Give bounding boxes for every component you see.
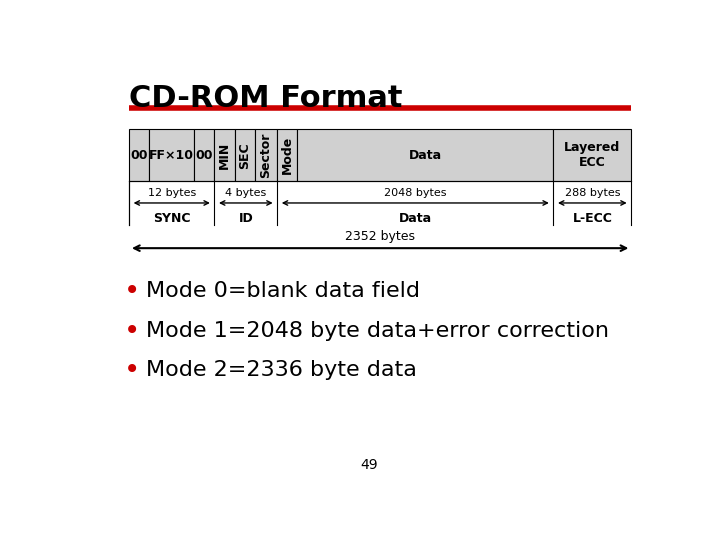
Bar bbox=[277, 129, 297, 181]
Text: Data: Data bbox=[399, 212, 432, 225]
Text: 49: 49 bbox=[360, 458, 378, 472]
Text: SEC: SEC bbox=[238, 142, 251, 168]
Text: 12 bytes: 12 bytes bbox=[148, 188, 196, 198]
Text: Layered
ECC: Layered ECC bbox=[564, 141, 621, 169]
Text: •: • bbox=[124, 356, 140, 384]
Bar bbox=[149, 129, 194, 181]
Bar bbox=[255, 129, 277, 181]
Bar bbox=[297, 129, 554, 181]
Text: Mode 0=blank data field: Mode 0=blank data field bbox=[145, 281, 420, 301]
Bar bbox=[554, 129, 631, 181]
Text: 288 bytes: 288 bytes bbox=[564, 188, 620, 198]
Text: 00: 00 bbox=[130, 148, 148, 162]
Bar bbox=[215, 129, 235, 181]
Text: Sector: Sector bbox=[259, 132, 272, 178]
Text: 4 bytes: 4 bytes bbox=[225, 188, 266, 198]
Text: MIN: MIN bbox=[218, 141, 231, 169]
Text: •: • bbox=[124, 278, 140, 306]
Text: Data: Data bbox=[409, 148, 442, 162]
Text: L-ECC: L-ECC bbox=[572, 212, 612, 225]
Text: 2352 bytes: 2352 bytes bbox=[345, 230, 415, 243]
Bar bbox=[235, 129, 255, 181]
Bar bbox=[129, 129, 149, 181]
Text: 00: 00 bbox=[196, 148, 213, 162]
Text: •: • bbox=[124, 317, 140, 345]
Text: SYNC: SYNC bbox=[153, 212, 191, 225]
Text: Mode 1=2048 byte data+error correction: Mode 1=2048 byte data+error correction bbox=[145, 321, 609, 341]
Text: Mode: Mode bbox=[281, 136, 294, 174]
Text: ID: ID bbox=[238, 212, 253, 225]
Text: CD-ROM Format: CD-ROM Format bbox=[129, 84, 402, 112]
Bar bbox=[194, 129, 215, 181]
Text: 2048 bytes: 2048 bytes bbox=[384, 188, 446, 198]
Text: Mode 2=2336 byte data: Mode 2=2336 byte data bbox=[145, 360, 417, 380]
Text: FF×10: FF×10 bbox=[149, 148, 194, 162]
